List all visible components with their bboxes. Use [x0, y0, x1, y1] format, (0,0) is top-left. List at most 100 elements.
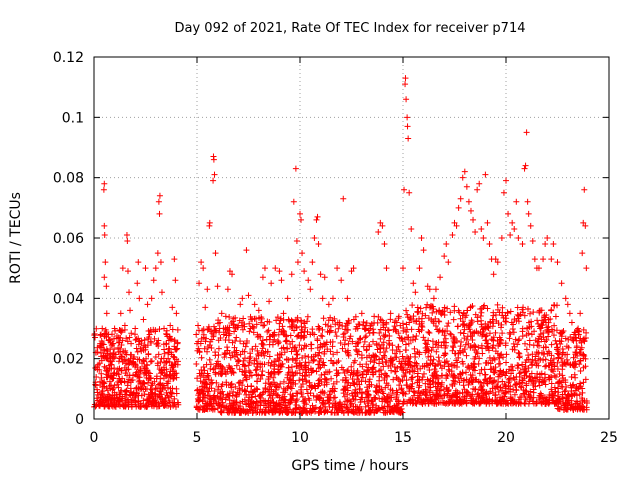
data-point [495, 373, 502, 380]
data-point [317, 355, 324, 362]
data-point [166, 358, 173, 365]
data-point [267, 381, 274, 388]
data-point [391, 319, 398, 326]
data-point [358, 378, 365, 385]
data-point [527, 222, 534, 229]
data-point [247, 325, 254, 332]
data-point [204, 286, 211, 293]
data-point [275, 339, 282, 346]
data-point [226, 393, 233, 400]
data-point [119, 265, 126, 272]
data-point [104, 387, 111, 394]
data-point [256, 409, 263, 416]
data-point [241, 323, 248, 330]
data-point [514, 341, 521, 348]
data-point [275, 357, 282, 364]
data-point [155, 337, 162, 344]
data-point [556, 370, 563, 377]
data-point [560, 327, 567, 334]
data-point [254, 351, 261, 358]
data-point [351, 371, 358, 378]
data-point [398, 385, 405, 392]
data-point [554, 344, 561, 351]
data-point [264, 401, 271, 408]
data-point [157, 358, 164, 365]
data-point [529, 238, 536, 245]
data-point [510, 321, 517, 328]
data-point [329, 317, 336, 324]
data-point [265, 380, 272, 387]
data-point [226, 364, 233, 371]
data-point [421, 337, 428, 344]
data-point [503, 318, 510, 325]
data-point [474, 186, 481, 193]
data-point [363, 361, 370, 368]
data-point [193, 403, 200, 410]
data-point [559, 329, 566, 336]
data-point [494, 259, 501, 266]
data-point [430, 356, 437, 363]
data-point [92, 334, 99, 341]
data-point [356, 361, 363, 368]
data-point [252, 367, 259, 374]
data-point [226, 400, 233, 407]
data-point [524, 305, 531, 312]
data-point [357, 336, 364, 343]
data-point [553, 327, 560, 334]
data-point [95, 361, 102, 368]
data-point [480, 380, 487, 387]
data-point [420, 334, 427, 341]
data-point [518, 394, 525, 401]
data-point [334, 370, 341, 377]
data-point [210, 177, 217, 184]
data-point [478, 385, 485, 392]
data-point [111, 354, 118, 361]
data-point [516, 336, 523, 343]
data-point [372, 387, 379, 394]
data-point [283, 337, 290, 344]
data-point [362, 403, 369, 410]
data-point [335, 325, 342, 332]
data-point [255, 352, 262, 359]
data-point [267, 397, 274, 404]
data-point [358, 389, 365, 396]
data-point [460, 349, 467, 356]
data-point [109, 403, 116, 410]
data-point [443, 375, 450, 382]
data-point [253, 355, 260, 362]
data-point [110, 375, 117, 382]
data-point [490, 309, 497, 316]
data-point [148, 357, 155, 364]
data-point [215, 320, 222, 327]
data-point [219, 388, 226, 395]
data-point [127, 307, 134, 314]
data-point [367, 325, 374, 332]
data-point [489, 345, 496, 352]
data-point [497, 360, 504, 367]
data-point [509, 219, 516, 226]
data-point [296, 342, 303, 349]
data-point [402, 341, 409, 348]
data-point [500, 189, 507, 196]
data-point [274, 337, 281, 344]
data-point [317, 405, 324, 412]
data-point [444, 327, 451, 334]
data-point [219, 381, 226, 388]
data-point [270, 338, 277, 345]
data-point [528, 362, 535, 369]
data-point [257, 394, 264, 401]
data-point [288, 317, 295, 324]
data-point [420, 388, 427, 395]
data-point [489, 357, 496, 364]
data-point [521, 165, 528, 172]
data-point [265, 327, 272, 334]
data-point [237, 351, 244, 358]
data-point [515, 337, 522, 344]
data-point [121, 364, 128, 371]
data-point [575, 325, 582, 332]
data-point [385, 340, 392, 347]
data-point [109, 340, 116, 347]
data-point [563, 343, 570, 350]
data-point [516, 353, 523, 360]
data-point [321, 371, 328, 378]
